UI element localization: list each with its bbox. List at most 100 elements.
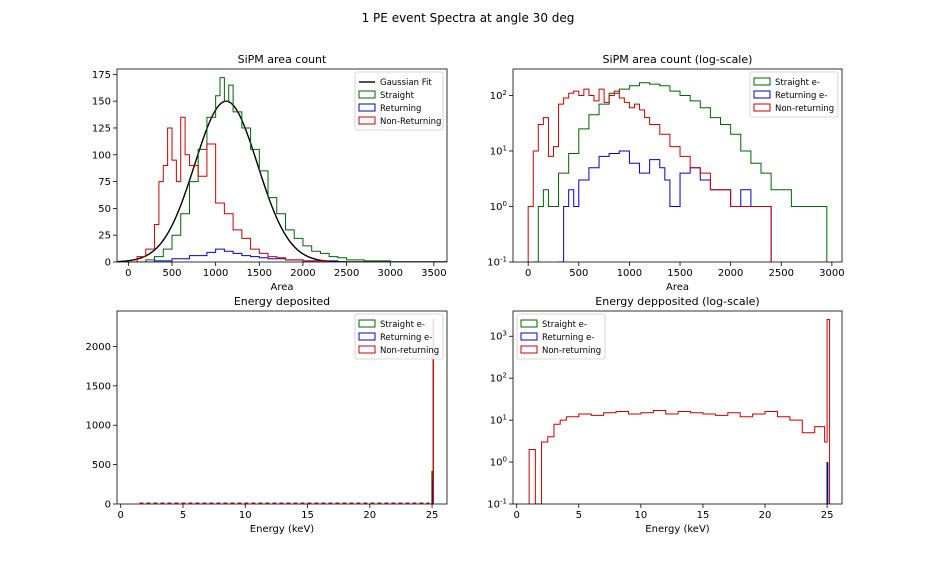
legend-swatch xyxy=(753,77,771,86)
panel-2-title: SiPM area count (log-scale) xyxy=(603,53,753,66)
panel-3: Energy deposited 0 5 10 15 20 25 0 500 1000 1500 20… xyxy=(86,295,448,535)
panel-4-frame xyxy=(512,310,843,505)
x-tick-label: 1500 xyxy=(247,268,272,279)
panel-4-plot-area xyxy=(528,319,831,504)
legend-entry: Returning e- xyxy=(542,333,594,343)
legend-entry: Straight e- xyxy=(380,320,425,330)
legend-entry: Gaussian Fit xyxy=(380,78,432,88)
panel-1-legend: Gaussian Fit Straight Returning Non-Returni… xyxy=(354,71,444,131)
y-tick-label: 10-1 xyxy=(487,256,507,269)
legend-swatch xyxy=(753,90,771,99)
y-tick-label: 1000 xyxy=(86,421,111,432)
x-tick-label: 3000 xyxy=(378,268,403,279)
x-tick-label: 15 xyxy=(301,510,314,521)
legend-swatch xyxy=(753,103,771,112)
panel-1-plot-area xyxy=(117,77,447,262)
legend-swatch xyxy=(520,345,538,354)
figure-suptitle: 1 PE event Spectra at angle 30 deg xyxy=(362,11,575,25)
x-tick-label: 500 xyxy=(162,268,181,279)
x-tick-label: 20 xyxy=(363,510,376,521)
x-tick-label: 5 xyxy=(180,510,186,521)
x-tick-label: 5 xyxy=(576,510,582,521)
x-tick-label: 25 xyxy=(426,510,439,521)
x-tick-label: 1500 xyxy=(667,268,692,279)
panel-2-frame xyxy=(512,68,843,263)
panel-4-series-non-returning xyxy=(528,319,831,504)
x-tick-label: 20 xyxy=(759,510,772,521)
panel-1-frame xyxy=(116,68,448,263)
legend-swatch xyxy=(358,116,376,125)
panel-3-legend: Straight e- Returning e- Non-returning xyxy=(354,313,444,360)
x-tick-label: 0 xyxy=(118,510,124,521)
panel-4: Energy depposited (log-scale) 0 5 10 15 20 25 1… xyxy=(487,295,843,535)
y-tick-label: 500 xyxy=(92,460,111,471)
x-tick-label: 3000 xyxy=(819,268,844,279)
y-tick-label: 102 xyxy=(490,372,507,385)
panel-2-legend: Straight e- Returning e- Non-returning xyxy=(749,71,839,118)
panel-4-legend: Straight e- Returning e- Non-returning xyxy=(516,313,606,360)
x-tick-label: 500 xyxy=(569,268,588,279)
panel-1-series-gaussian-fit xyxy=(117,100,447,262)
legend-swatch xyxy=(520,332,538,341)
legend-entry: Straight xyxy=(380,91,415,101)
x-tick-label: 2000 xyxy=(290,268,315,279)
panel-1-series-non-returning xyxy=(128,116,330,262)
x-tick-label: 3500 xyxy=(421,268,446,279)
x-tick-label: 2500 xyxy=(769,268,794,279)
y-tick-label: 0 xyxy=(105,258,111,269)
panel-2-xlabel: Area xyxy=(666,282,689,293)
y-tick-label: 175 xyxy=(92,70,111,81)
x-tick-label: 0 xyxy=(514,510,520,521)
y-tick-label: 50 xyxy=(98,204,111,215)
y-tick-label: 10-1 xyxy=(487,498,507,511)
y-tick-label: 101 xyxy=(490,414,507,427)
legend-entry: Non-returning xyxy=(775,104,834,114)
legend-swatch xyxy=(358,332,376,341)
x-tick-label: 2000 xyxy=(718,268,743,279)
x-tick-label: 0 xyxy=(525,268,531,279)
x-tick-label: 15 xyxy=(697,510,710,521)
x-tick-label: 10 xyxy=(239,510,252,521)
x-tick-label: 25 xyxy=(821,510,834,521)
x-tick-label: 0 xyxy=(125,268,131,279)
y-tick-label: 101 xyxy=(490,144,507,157)
y-tick-label: 125 xyxy=(92,123,111,134)
y-tick-label: 75 xyxy=(98,177,111,188)
y-tick-label: 25 xyxy=(98,231,111,242)
panel-2-plot-area xyxy=(527,82,828,262)
y-tick-label: 103 xyxy=(490,330,507,343)
panel-3-xlabel: Energy (keV) xyxy=(250,524,315,535)
panel-4-xlabel: Energy (keV) xyxy=(645,524,710,535)
panel-2: SiPM area count (log-scale) 0 500 1000 1500 2… xyxy=(487,53,844,293)
panel-2-series-non-returning xyxy=(527,88,772,262)
panel-3-title: Energy deposited xyxy=(234,295,330,308)
y-tick-label: 150 xyxy=(92,97,111,108)
panel-1-series-straight xyxy=(128,77,391,262)
legend-swatch xyxy=(520,319,538,328)
x-tick-label: 10 xyxy=(635,510,648,521)
legend-swatch xyxy=(358,103,376,112)
panel-2-series-straight-e xyxy=(533,82,828,262)
legend-swatch xyxy=(358,90,376,99)
y-tick-label: 100 xyxy=(490,200,507,213)
x-tick-label: 1000 xyxy=(617,268,642,279)
y-tick-label: 0 xyxy=(105,500,111,511)
y-tick-label: 1500 xyxy=(86,381,111,392)
panel-3-frame xyxy=(116,310,448,505)
panel-1-title: SiPM area count xyxy=(238,53,327,66)
panel-1-xlabel: Area xyxy=(270,282,293,293)
panel-4-title: Energy depposited (log-scale) xyxy=(595,295,759,308)
x-tick-label: 1000 xyxy=(203,268,228,279)
legend-entry: Returning e- xyxy=(380,333,432,343)
legend-swatch xyxy=(358,319,376,328)
y-tick-label: 100 xyxy=(490,456,507,469)
legend-entry: Straight e- xyxy=(542,320,587,330)
legend-entry: Straight e- xyxy=(775,78,820,88)
legend-entry: Non-returning xyxy=(542,346,601,356)
legend-entry: Returning e- xyxy=(775,91,827,101)
legend-entry: Returning xyxy=(380,104,421,114)
legend-entry: Non-Returning xyxy=(380,117,441,127)
